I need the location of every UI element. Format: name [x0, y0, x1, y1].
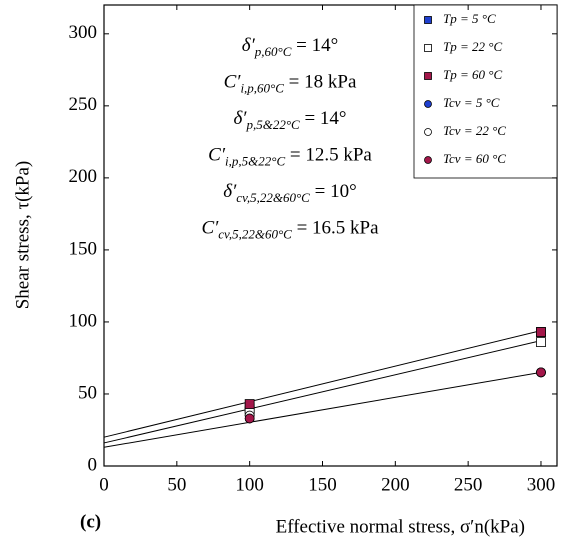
legend-label: Tcv = 5 °C: [443, 95, 500, 110]
x-axis-label: Effective normal stress, σ′n(kPa): [276, 516, 525, 537]
legend-marker: [424, 128, 432, 136]
legend-marker: [424, 16, 432, 24]
legend-marker: [424, 156, 432, 164]
annotation: C′i,p,60°C = 18 kPa: [224, 72, 357, 96]
y-tick-label: 300: [69, 22, 98, 43]
y-axis-label: Shear stress, τ(kPa): [12, 161, 33, 310]
legend-box: [413, 4, 558, 179]
fit-line: [103, 371, 542, 448]
annotation: δ′p,60°C = 14°: [242, 35, 338, 59]
x-tick-label: 300: [527, 474, 556, 495]
legend-marker: [424, 100, 432, 108]
panel-label: (c): [80, 511, 101, 532]
marker: [244, 413, 255, 424]
y-tick-label: 0: [88, 454, 98, 475]
annotation-subscript: p,60°C: [254, 44, 292, 59]
annotation: C′i,p,5&22°C = 12.5 kPa: [208, 145, 372, 169]
legend-label: Tp = 5 °C: [443, 11, 496, 26]
fit-line: [103, 330, 542, 438]
annotation-symbol: δ′: [233, 108, 247, 129]
annotation-value: = 18 kPa: [284, 72, 357, 93]
annotation-subscript: cv,5,22&60°C: [236, 190, 310, 205]
annotation: C′cv,5,22&60°C = 16.5 kPa: [201, 218, 379, 242]
annotation-symbol: δ′: [242, 35, 256, 56]
legend-label: Tp = 22 °C: [443, 39, 502, 54]
x-tick-label: 50: [167, 474, 186, 495]
x-tick-label: 150: [308, 474, 337, 495]
x-tick-label: 250: [454, 474, 483, 495]
annotation: δ′p,5&22°C = 14°: [233, 108, 346, 132]
legend-label: Tp = 60 °C: [443, 67, 502, 82]
annotation-subscript: cv,5,22&60°C: [218, 226, 292, 241]
marker: [536, 327, 546, 337]
annotation-subscript: i,p,60°C: [240, 80, 284, 95]
marker: [244, 399, 255, 409]
y-tick-label: 250: [69, 94, 98, 115]
legend-marker: [424, 72, 432, 80]
annotation-value: = 10°: [310, 181, 357, 202]
marker: [536, 367, 546, 378]
x-tick-label: 100: [235, 474, 264, 495]
legend-marker: [424, 44, 432, 52]
annotation-symbol: C′: [224, 72, 242, 93]
x-tick-label: 200: [381, 474, 410, 495]
x-tick-label: 0: [99, 474, 109, 495]
y-tick-label: 50: [78, 382, 97, 403]
annotation-value: = 14°: [300, 108, 347, 129]
annotation-symbol: C′: [208, 145, 226, 166]
plot-frame: [103, 4, 558, 467]
annotation-subscript: i,p,5&22°C: [225, 153, 285, 168]
fit-line: [103, 340, 542, 444]
marker: [536, 337, 546, 348]
legend-label: Tcv = 22 °C: [443, 123, 506, 138]
annotation-subscript: p,5&22°C: [245, 117, 300, 132]
annotation-symbol: δ′: [223, 181, 237, 202]
annotation-value: = 14°: [291, 35, 338, 56]
y-tick-label: 100: [69, 310, 98, 331]
legend-label: Tcv = 60 °C: [443, 151, 506, 166]
annotation: δ′cv,5,22&60°C = 10°: [223, 181, 356, 205]
y-tick-label: 200: [69, 166, 98, 187]
annotation-value: = 12.5 kPa: [285, 145, 372, 166]
annotation-symbol: C′: [201, 218, 219, 239]
y-tick-label: 150: [69, 238, 98, 259]
annotation-value: = 16.5 kPa: [292, 218, 379, 239]
